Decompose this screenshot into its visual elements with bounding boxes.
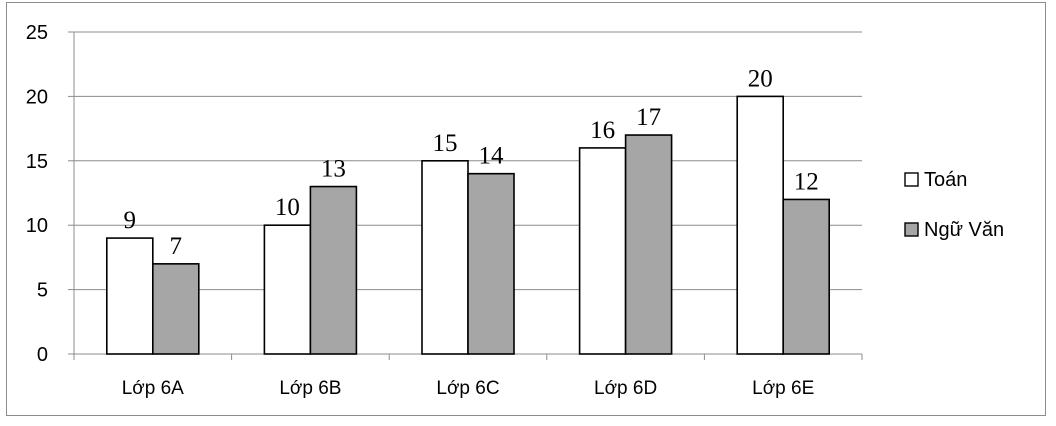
bar-ngu-van [782, 198, 831, 355]
bar-ngu-van [152, 263, 200, 355]
x-category-label: Lớp 6C [436, 378, 499, 399]
x-category-label: Lớp 6E [752, 378, 814, 399]
bar-ngu-van [467, 172, 515, 355]
data-label: 16 [590, 117, 615, 144]
bar-toan [736, 95, 785, 355]
data-label: 12 [794, 168, 819, 195]
legend-swatch [904, 222, 919, 237]
legend-label: Ngữ Văn [924, 219, 1004, 241]
y-tick-label: 15 [26, 151, 48, 173]
data-label: 10 [275, 194, 300, 221]
x-category-label: Lớp 6A [122, 378, 184, 399]
y-tick-label: 5 [37, 280, 48, 302]
legend-label: Toán [924, 169, 967, 191]
y-tick-label: 0 [37, 344, 48, 366]
bar-toan [106, 237, 154, 355]
data-label: 20 [748, 65, 773, 92]
bar-ngu-van [309, 185, 358, 355]
bar-toan [578, 147, 627, 355]
legend-swatch [904, 172, 919, 187]
bar-ngu-van [624, 134, 673, 355]
data-label: 15 [433, 130, 458, 157]
x-category-label: Lớp 6D [594, 378, 657, 399]
data-label: 13 [321, 156, 346, 183]
data-label: 7 [170, 233, 183, 260]
y-tick-label: 20 [26, 86, 48, 108]
y-tick-label: 10 [26, 215, 48, 237]
data-label: 14 [479, 143, 505, 170]
bar-toan [421, 160, 469, 355]
y-tick-label: 25 [26, 22, 48, 44]
bar-toan [263, 224, 312, 355]
data-label: 17 [636, 104, 661, 131]
x-category-label: Lớp 6B [279, 378, 341, 399]
data-label: 9 [124, 207, 137, 234]
